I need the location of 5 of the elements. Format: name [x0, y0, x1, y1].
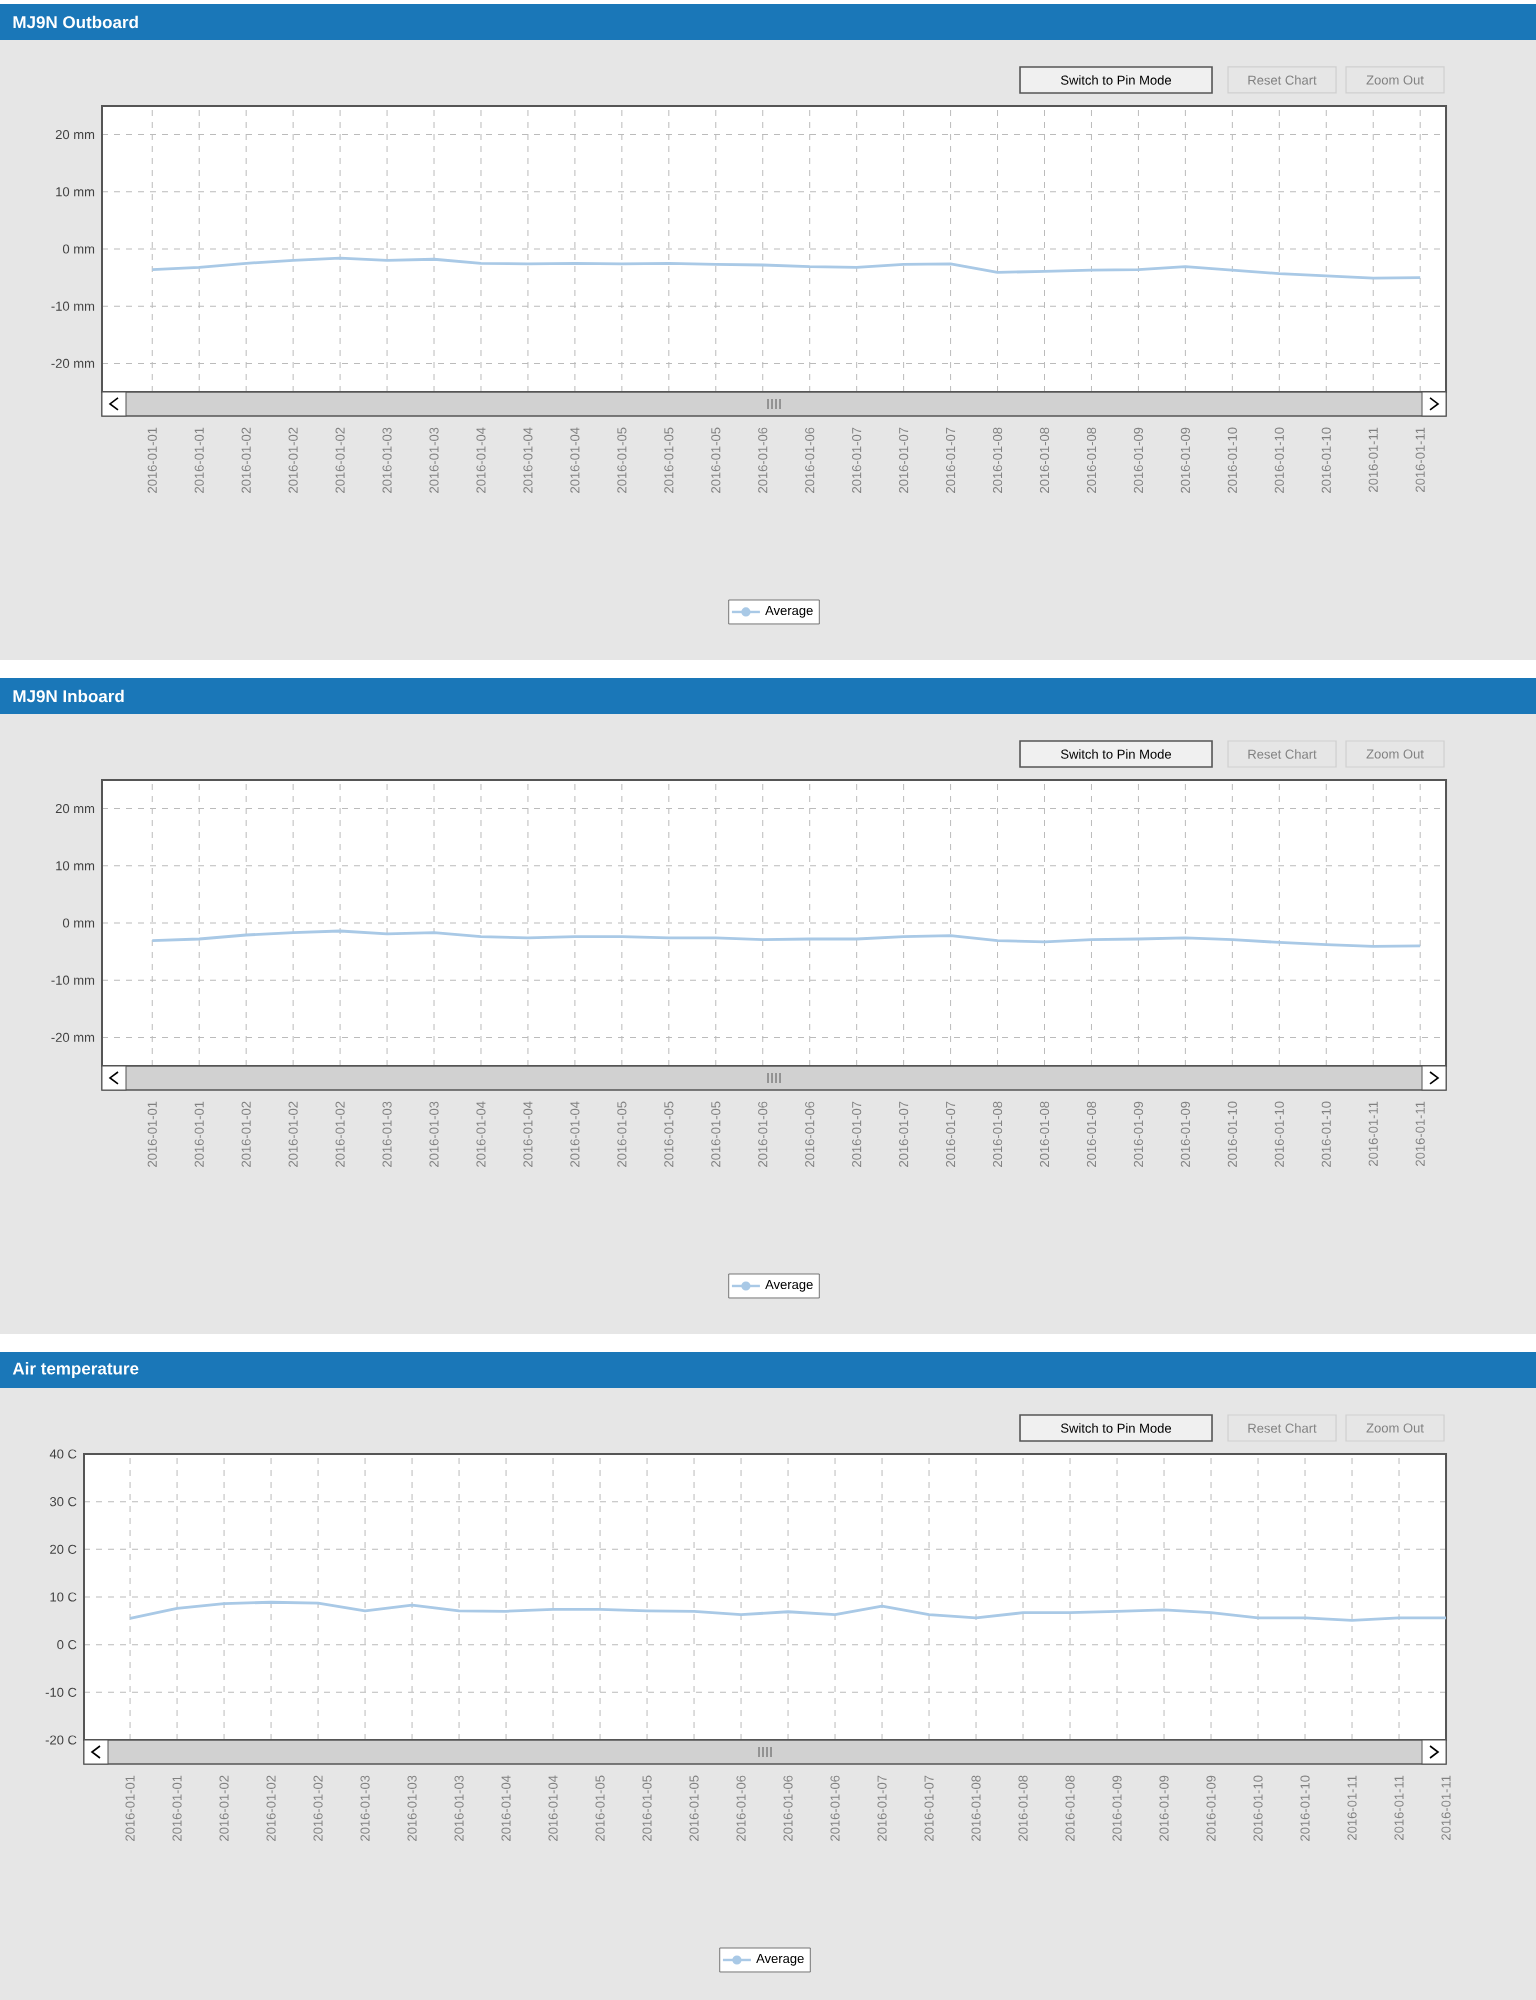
line-series — [150, 929, 1422, 948]
chart-title: Air temperature — [12, 1362, 139, 1378]
chart-title: MJ9N Inboard — [13, 689, 124, 703]
line-series — [128, 1600, 1447, 1622]
chart-title: MJ9N Outboard — [13, 15, 138, 29]
